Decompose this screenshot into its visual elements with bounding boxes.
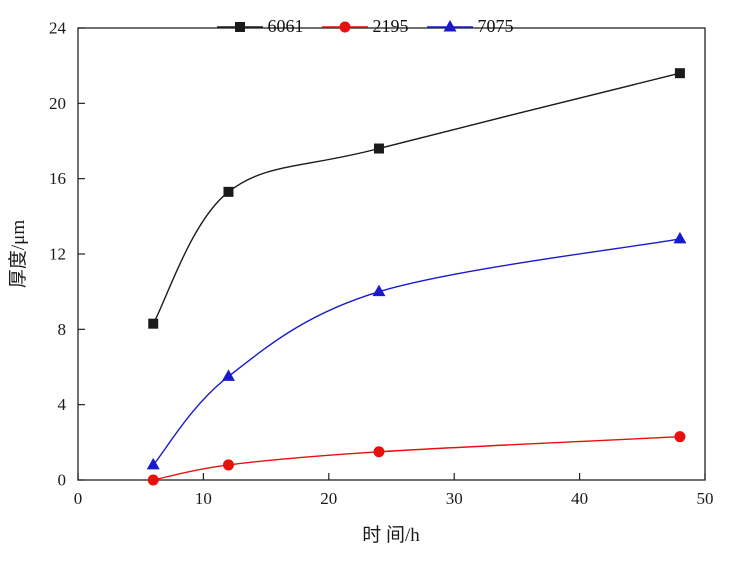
x-tick-label: 40 xyxy=(571,489,588,508)
y-tick-label: 0 xyxy=(58,471,67,490)
data-point-2195 xyxy=(147,474,159,486)
data-point-2195 xyxy=(674,431,686,443)
data-point-6061 xyxy=(674,68,685,79)
y-tick-label: 12 xyxy=(49,245,66,264)
x-tick-label: 50 xyxy=(697,489,714,508)
x-axis-label: 时 间/h xyxy=(362,524,420,546)
x-tick-label: 30 xyxy=(446,489,463,508)
series-line-2195 xyxy=(153,436,680,481)
y-tick-label: 16 xyxy=(49,169,66,188)
data-point-6061 xyxy=(373,143,384,154)
x-tick-label: 10 xyxy=(195,489,212,508)
data-point-7075 xyxy=(221,369,235,381)
y-tick-label: 24 xyxy=(49,19,67,38)
data-point-6061 xyxy=(223,186,234,197)
y-tick-label: 4 xyxy=(58,395,67,414)
series-line-7075 xyxy=(152,238,681,466)
y-tick-label: 8 xyxy=(58,320,67,339)
x-tick-label: 0 xyxy=(74,489,83,508)
plot-frame xyxy=(77,27,706,481)
data-point-7075 xyxy=(372,284,386,297)
y-tick-label: 20 xyxy=(49,94,66,113)
series-line-6061 xyxy=(152,72,681,325)
data-point-6061 xyxy=(148,318,159,329)
x-tick-label: 20 xyxy=(320,489,337,508)
y-axis-label: 厚度/μm xyxy=(7,220,29,288)
data-point-2195 xyxy=(373,446,385,458)
data-point-7075 xyxy=(146,457,160,470)
data-point-2195 xyxy=(222,459,234,471)
data-point-7075 xyxy=(673,231,687,244)
